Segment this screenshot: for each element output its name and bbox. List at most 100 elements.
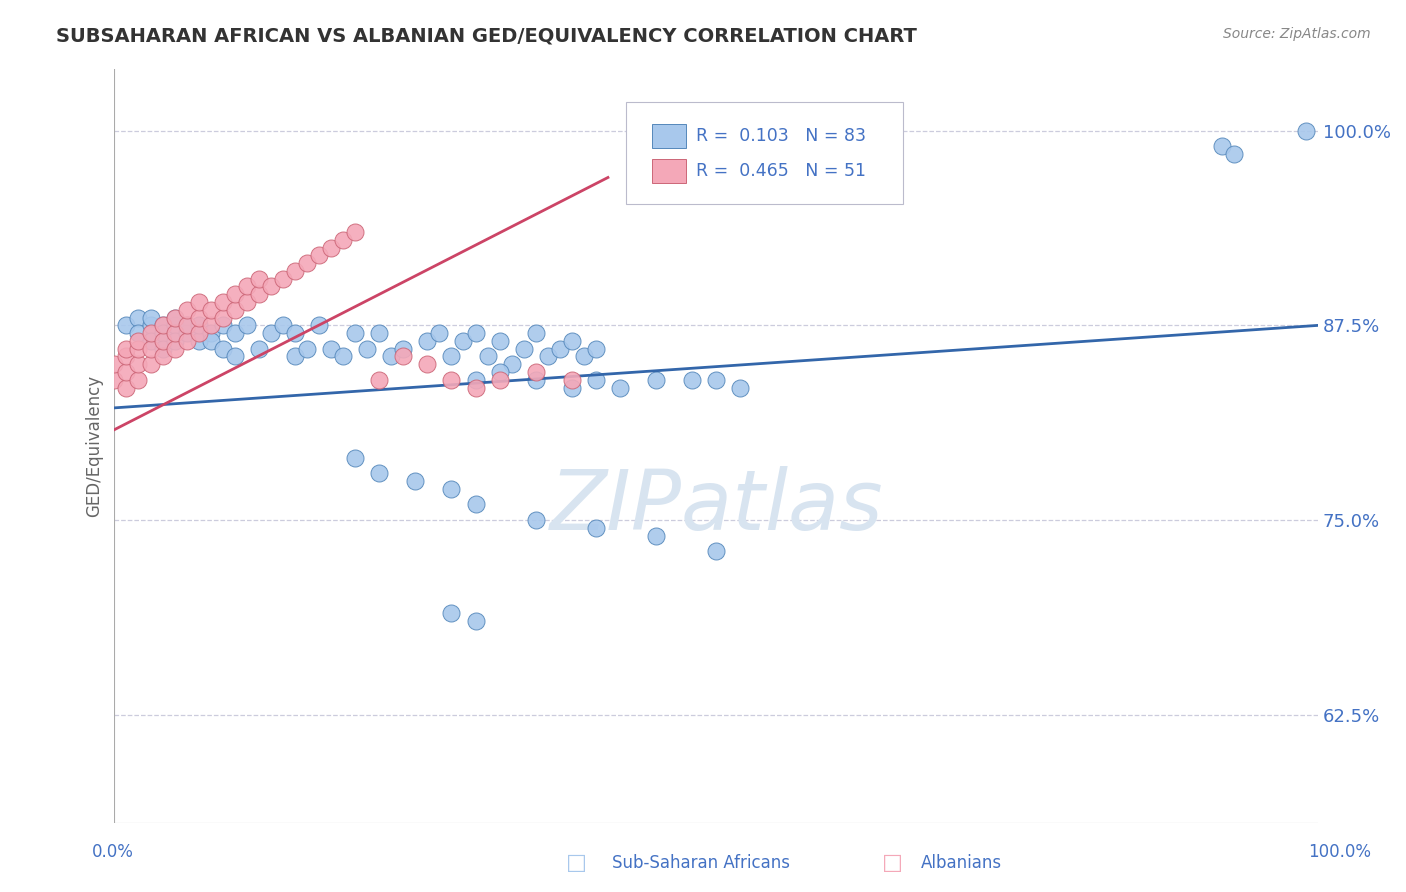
Point — [645, 373, 668, 387]
Point — [548, 342, 571, 356]
Point — [163, 318, 186, 333]
Point — [200, 302, 222, 317]
Point — [464, 614, 486, 628]
Point — [416, 357, 439, 371]
Point — [115, 318, 138, 333]
Point — [464, 373, 486, 387]
Point — [524, 326, 547, 340]
Point — [332, 350, 354, 364]
Y-axis label: GED/Equivalency: GED/Equivalency — [86, 375, 103, 517]
Point — [187, 326, 209, 340]
Point — [477, 350, 499, 364]
Point — [464, 497, 486, 511]
Point — [260, 326, 283, 340]
Bar — [652, 159, 686, 183]
Point — [211, 310, 233, 325]
Point — [681, 373, 703, 387]
Point — [1211, 139, 1233, 153]
Point — [152, 318, 174, 333]
Point — [344, 450, 367, 465]
Point — [127, 334, 149, 348]
Text: Source: ZipAtlas.com: Source: ZipAtlas.com — [1223, 27, 1371, 41]
Point — [561, 373, 583, 387]
Point — [332, 233, 354, 247]
Point — [416, 334, 439, 348]
Point — [308, 318, 330, 333]
Point — [1295, 124, 1317, 138]
Point — [152, 350, 174, 364]
Point — [163, 310, 186, 325]
Point — [152, 334, 174, 348]
Point — [704, 544, 727, 558]
Point — [211, 342, 233, 356]
Point — [224, 350, 246, 364]
Point — [295, 256, 318, 270]
Point — [224, 287, 246, 301]
Text: 0.0%: 0.0% — [91, 843, 134, 861]
Point — [200, 318, 222, 333]
Point — [236, 279, 259, 293]
Point — [380, 350, 402, 364]
Point — [247, 287, 270, 301]
Point — [585, 342, 607, 356]
Point — [501, 357, 523, 371]
Point — [645, 528, 668, 542]
Point — [247, 271, 270, 285]
Point — [163, 310, 186, 325]
Point — [103, 373, 125, 387]
Point — [236, 295, 259, 310]
Point — [127, 326, 149, 340]
Point — [187, 310, 209, 325]
Point — [139, 342, 162, 356]
Point — [512, 342, 534, 356]
Point — [115, 365, 138, 379]
Point — [295, 342, 318, 356]
Point — [429, 326, 451, 340]
Text: 100.0%: 100.0% — [1308, 843, 1371, 861]
Point — [176, 318, 198, 333]
Point — [440, 607, 463, 621]
Point — [561, 334, 583, 348]
Point — [103, 357, 125, 371]
Point — [730, 381, 752, 395]
FancyBboxPatch shape — [626, 103, 903, 204]
Point — [344, 225, 367, 239]
Point — [224, 326, 246, 340]
Point — [368, 373, 391, 387]
Point — [453, 334, 475, 348]
Point — [464, 326, 486, 340]
Point — [163, 334, 186, 348]
Point — [152, 318, 174, 333]
Point — [524, 513, 547, 527]
Point — [440, 482, 463, 496]
Point — [176, 326, 198, 340]
Point — [115, 350, 138, 364]
Point — [404, 474, 426, 488]
Point — [319, 241, 342, 255]
Point — [211, 295, 233, 310]
Point — [127, 357, 149, 371]
Text: □: □ — [567, 854, 586, 873]
Point — [127, 342, 149, 356]
Text: □: □ — [883, 854, 903, 873]
Point — [284, 350, 307, 364]
Text: R =  0.465   N = 51: R = 0.465 N = 51 — [696, 162, 866, 180]
Point — [1223, 147, 1246, 161]
Point — [356, 342, 378, 356]
Point — [392, 342, 415, 356]
Point — [524, 373, 547, 387]
Point — [440, 373, 463, 387]
Point — [488, 373, 510, 387]
Point — [127, 373, 149, 387]
Point — [115, 342, 138, 356]
Point — [152, 326, 174, 340]
Point — [247, 342, 270, 356]
Text: Sub-Saharan Africans: Sub-Saharan Africans — [612, 855, 790, 872]
Point — [260, 279, 283, 293]
Point — [585, 373, 607, 387]
Point — [139, 310, 162, 325]
Point — [200, 334, 222, 348]
Point — [152, 342, 174, 356]
Text: Albanians: Albanians — [921, 855, 1002, 872]
Point — [211, 318, 233, 333]
